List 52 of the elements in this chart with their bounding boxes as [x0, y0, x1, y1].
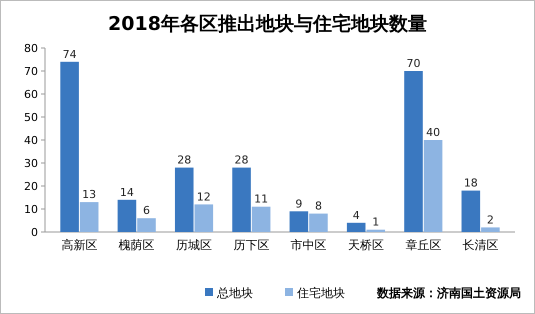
x-tick-label: 章丘区 — [405, 238, 442, 252]
x-tick-label: 长清区 — [462, 238, 499, 252]
data-label: 9 — [295, 197, 302, 210]
y-tick-label: 20 — [24, 180, 38, 193]
x-tick-label: 历下区 — [233, 238, 270, 252]
bar — [80, 202, 98, 232]
bar — [462, 190, 480, 232]
bar — [194, 204, 214, 232]
y-tick-label: 40 — [24, 134, 38, 147]
x-tick-label: 槐荫区 — [118, 238, 155, 252]
data-label: 28 — [234, 154, 249, 167]
data-label: 1 — [372, 216, 380, 229]
data-label: 14 — [120, 186, 134, 199]
legend-label: 总地块 — [216, 286, 253, 300]
x-tick-label: 市中区 — [290, 238, 327, 252]
bar — [309, 214, 328, 232]
bar — [60, 62, 79, 232]
y-tick-label: 30 — [24, 157, 38, 170]
data-label: 11 — [254, 192, 268, 206]
y-tick-label: 0 — [31, 226, 38, 239]
data-label: 28 — [177, 154, 192, 167]
data-label: 40 — [426, 126, 440, 139]
data-label: 74 — [62, 48, 77, 61]
data-label: 4 — [352, 208, 360, 222]
y-tick-label: 60 — [24, 88, 38, 101]
x-tick-label: 天桥区 — [348, 238, 384, 252]
data-label: 13 — [82, 188, 96, 202]
bar — [424, 140, 442, 232]
data-label: 2 — [486, 213, 494, 226]
y-tick-label: 70 — [24, 65, 38, 78]
data-label: 6 — [142, 204, 150, 218]
y-tick-label: 10 — [24, 203, 38, 216]
bar — [290, 211, 308, 232]
legend-label: 住宅地块 — [296, 286, 345, 300]
bar — [346, 222, 366, 232]
x-tick-label: 历城区 — [176, 238, 212, 252]
bar — [118, 200, 136, 232]
y-tick-label: 80 — [24, 42, 38, 55]
y-tick-label: 50 — [24, 111, 38, 124]
data-label: 18 — [464, 176, 478, 190]
bar — [404, 71, 423, 232]
data-label: 8 — [314, 200, 322, 213]
bar — [232, 168, 251, 232]
x-tick-label: 高新区 — [61, 238, 98, 252]
bar — [252, 206, 270, 232]
data-label: 12 — [196, 190, 211, 204]
source-note: 数据来源：济南国土资源局 — [376, 286, 521, 300]
chart-title: 2018年各区推出地块与住宅地块数量 — [108, 13, 427, 35]
bar — [481, 227, 500, 232]
data-label: 70 — [406, 57, 421, 70]
bar — [174, 168, 194, 232]
bar — [137, 218, 156, 232]
